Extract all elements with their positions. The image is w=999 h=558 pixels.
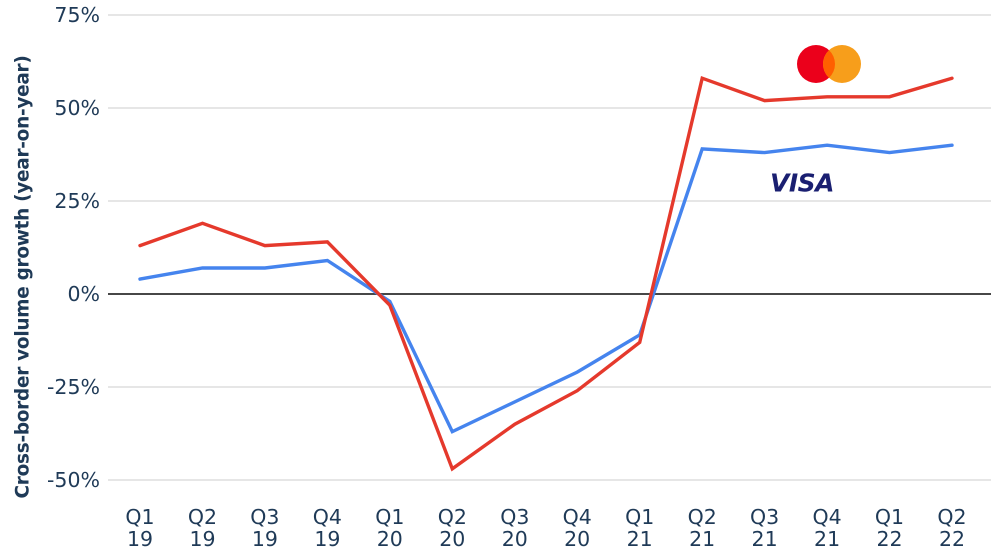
x-tick-label-quarter: Q4: [813, 505, 842, 529]
x-tick-label-quarter: Q1: [625, 505, 654, 529]
x-tick-label-year: 21: [752, 527, 778, 551]
y-tick-label: 0%: [67, 282, 100, 306]
x-tick-label-quarter: Q4: [313, 505, 342, 529]
x-tick-label-year: 21: [689, 527, 715, 551]
x-tick-label-year: 19: [314, 527, 340, 551]
mastercard-orange-circle: [823, 45, 861, 83]
x-tick-label-quarter: Q1: [875, 505, 904, 529]
x-tick-label-quarter: Q4: [563, 505, 592, 529]
x-axis-tick-labels: Q119Q219Q319Q419Q120Q220Q320Q420Q121Q221…: [125, 505, 966, 551]
gridlines: [108, 14, 991, 481]
visa-line: [138, 143, 954, 434]
y-tick-label: 25%: [54, 189, 100, 213]
x-tick-label-quarter: Q2: [937, 505, 966, 529]
x-tick-label-quarter: Q2: [438, 505, 467, 529]
mastercard-overlap-lens: [822, 50, 836, 78]
x-tick-label-year: 19: [189, 527, 215, 551]
x-tick-label-year: 22: [876, 527, 902, 551]
x-tick-label-quarter: Q3: [500, 505, 529, 529]
y-tick-label: 50%: [54, 96, 100, 120]
x-tick-label-year: 19: [252, 527, 278, 551]
mastercard-logo: [797, 45, 861, 83]
mastercard-line: [138, 75, 954, 472]
x-tick-label-year: 20: [564, 527, 590, 551]
x-tick-label-quarter: Q2: [688, 505, 717, 529]
x-tick-label-quarter: Q3: [750, 505, 779, 529]
y-tick-label: -25%: [47, 375, 100, 399]
y-axis-tick-labels: 75% 50% 25% 0% -25% -50%: [47, 3, 100, 492]
x-tick-label-quarter: Q3: [250, 505, 279, 529]
visa-logo: VISA: [770, 169, 834, 198]
y-tick-label: 75%: [54, 3, 100, 27]
x-tick-label-quarter: Q1: [125, 505, 154, 529]
x-tick-label-year: 20: [377, 527, 403, 551]
x-tick-label-year: 21: [814, 527, 840, 551]
y-tick-label: -50%: [47, 468, 100, 492]
x-tick-label-year: 19: [127, 527, 153, 551]
x-tick-label-year: 20: [439, 527, 465, 551]
y-axis-title: Cross-border volume growth (year-on-year…: [13, 56, 34, 499]
mastercard-red-circle: [797, 45, 835, 83]
data-series-lines: [138, 75, 954, 472]
x-tick-label-quarter: Q1: [375, 505, 404, 529]
x-tick-label-quarter: Q2: [188, 505, 217, 529]
x-tick-label-year: 22: [939, 527, 965, 551]
x-tick-label-year: 20: [502, 527, 528, 551]
x-tick-label-year: 21: [627, 527, 653, 551]
